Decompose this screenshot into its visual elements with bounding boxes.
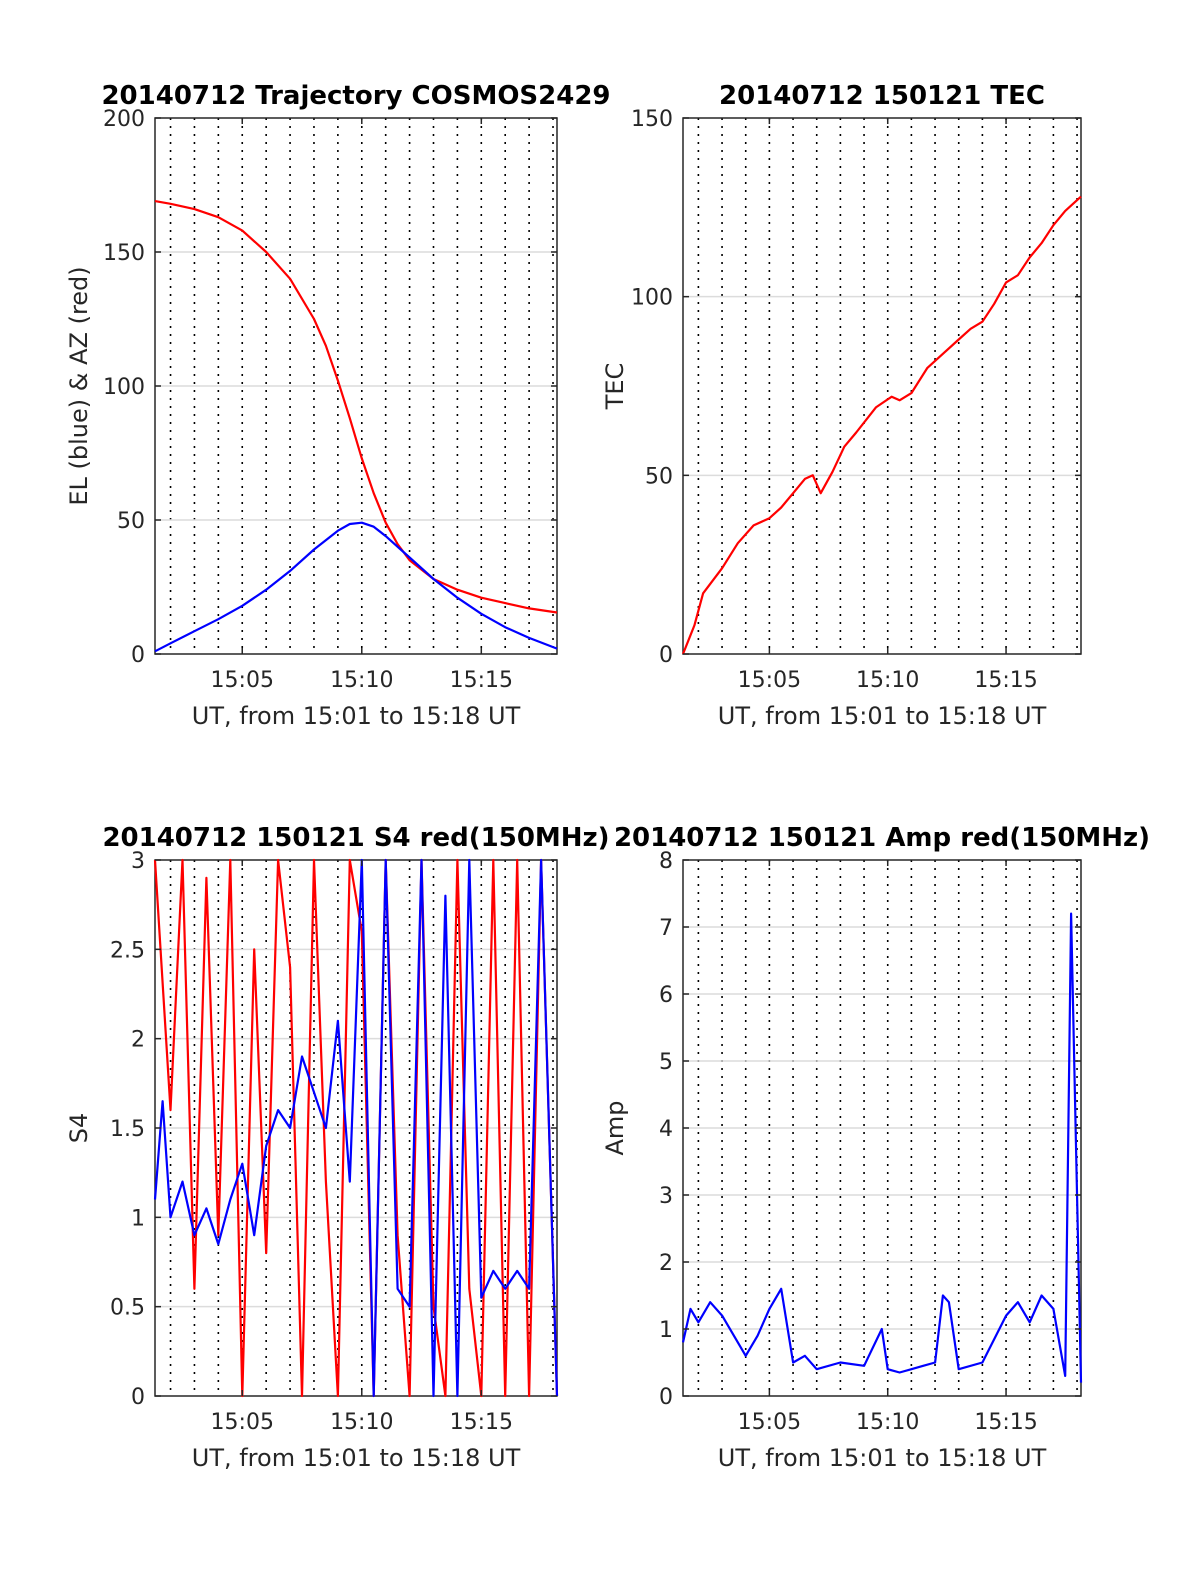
series-line xyxy=(681,912,1083,1383)
x-axis-label: UT, from 15:01 to 15:18 UT xyxy=(718,702,1047,730)
y-tick-labels: 0 1 2 3 4 5 6 7 8 xyxy=(659,849,673,1410)
x-tick-label: 15:15 xyxy=(974,668,1037,693)
y-tick-label: 0 xyxy=(131,1385,145,1410)
series-group xyxy=(681,912,1083,1383)
y-tick-label: 0 xyxy=(659,1385,673,1410)
y-tick-label: 1 xyxy=(659,1318,673,1343)
y-tick-label: 0 xyxy=(131,643,145,668)
x-tick-labels: 15:05 15:10 15:15 xyxy=(211,1410,513,1435)
y-axis-label: Amp xyxy=(601,1100,629,1155)
x-axis-label: UT, from 15:01 to 15:18 UT xyxy=(192,1444,521,1472)
tick-marks xyxy=(155,859,557,1397)
trajectory-panel: 20140712 Trajectory COSMOS2429 15:05 15:… xyxy=(65,81,611,730)
y-tick-label: 5 xyxy=(659,1050,673,1075)
y-tick-label: 200 xyxy=(103,107,145,132)
x-axis-label: UT, from 15:01 to 15:18 UT xyxy=(718,1444,1047,1472)
x-tick-label: 15:10 xyxy=(330,668,393,693)
y-axis-label: EL (blue) & AZ (red) xyxy=(65,266,93,505)
x-tick-labels: 15:05 15:10 15:15 xyxy=(211,668,513,693)
series-line xyxy=(153,858,559,1398)
y-axis-label: TEC xyxy=(601,363,629,411)
y-tick-label: 6 xyxy=(659,983,673,1008)
tec-panel: 20140712 150121 TEC 15:05 15:10 15:15 0 … xyxy=(601,81,1082,730)
series-line xyxy=(681,195,1082,655)
x-tick-label: 15:15 xyxy=(450,668,513,693)
series-line xyxy=(153,858,559,1398)
grid xyxy=(683,118,1081,654)
y-tick-label: 0 xyxy=(659,643,673,668)
chart-title: 20140712 Trajectory COSMOS2429 xyxy=(101,81,610,111)
x-tick-label: 15:10 xyxy=(856,1410,919,1435)
y-tick-label: 100 xyxy=(631,286,673,311)
grid xyxy=(155,118,557,654)
y-tick-label: 4 xyxy=(659,1117,673,1142)
y-tick-labels: 0 0.5 1 1.5 2 2.5 3 xyxy=(110,849,145,1410)
tick-marks xyxy=(683,859,1081,1397)
series-line xyxy=(154,521,558,653)
y-tick-label: 50 xyxy=(117,509,145,534)
series-group xyxy=(153,858,559,1398)
y-tick-label: 50 xyxy=(645,464,673,489)
chart-title: 20140712 150121 S4 red(150MHz) xyxy=(102,823,609,853)
y-tick-label: 3 xyxy=(131,849,145,874)
x-tick-label: 15:15 xyxy=(974,1410,1037,1435)
y-axis-label: S4 xyxy=(65,1113,93,1144)
chart-title: 20140712 150121 Amp red(150MHz) xyxy=(614,823,1150,853)
x-tick-label: 15:05 xyxy=(211,1410,274,1435)
x-tick-label: 15:10 xyxy=(856,668,919,693)
y-tick-label: 3 xyxy=(659,1184,673,1209)
plot-area xyxy=(682,117,1082,655)
y-tick-label: 100 xyxy=(103,375,145,400)
series-line xyxy=(154,200,558,614)
tick-marks xyxy=(155,117,557,655)
y-tick-labels: 0 50 100 150 200 xyxy=(103,107,145,668)
y-tick-label: 2.5 xyxy=(110,938,145,963)
chart-title: 20140712 150121 TEC xyxy=(719,81,1045,111)
y-tick-label: 7 xyxy=(659,916,673,941)
x-tick-label: 15:05 xyxy=(738,668,801,693)
x-tick-label: 15:05 xyxy=(738,1410,801,1435)
series-group xyxy=(154,200,558,653)
y-tick-label: 2 xyxy=(131,1028,145,1053)
x-tick-label: 15:10 xyxy=(330,1410,393,1435)
x-axis-label: UT, from 15:01 to 15:18 UT xyxy=(192,702,521,730)
y-tick-label: 2 xyxy=(659,1251,673,1276)
s4-panel: 20140712 150121 S4 red(150MHz) 15:05 15:… xyxy=(65,823,610,1472)
y-tick-label: 150 xyxy=(631,107,673,132)
x-tick-labels: 15:05 15:10 15:15 xyxy=(738,668,1038,693)
x-tick-label: 15:05 xyxy=(211,668,274,693)
x-tick-label: 15:15 xyxy=(450,1410,513,1435)
x-tick-labels: 15:05 15:10 15:15 xyxy=(738,1410,1038,1435)
y-tick-labels: 0 50 100 150 xyxy=(631,107,673,668)
series-group xyxy=(681,195,1082,655)
grid xyxy=(683,860,1081,1396)
y-tick-label: 1.5 xyxy=(110,1117,145,1142)
y-tick-label: 8 xyxy=(659,849,673,874)
tick-marks xyxy=(683,117,1081,655)
amp-panel: 20140712 150121 Amp red(150MHz) 15:05 15… xyxy=(601,823,1150,1472)
y-tick-label: 0.5 xyxy=(110,1296,145,1321)
y-tick-label: 150 xyxy=(103,241,145,266)
y-tick-label: 1 xyxy=(131,1206,145,1231)
